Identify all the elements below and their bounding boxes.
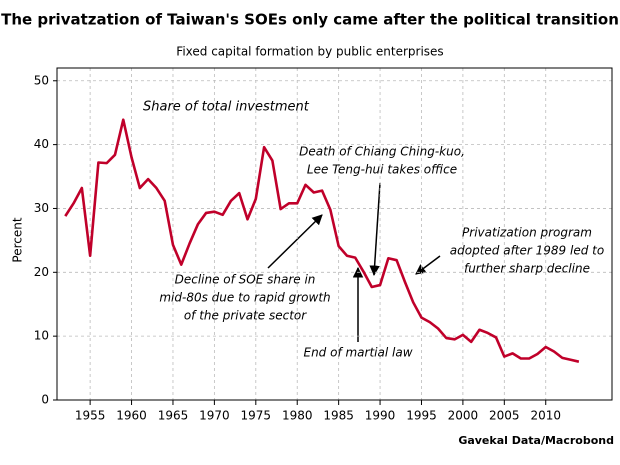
x-tick-label: 1975 [241,409,272,423]
arrow [415,255,441,275]
x-tick-label: 1985 [323,409,354,423]
x-tick-label: 2010 [530,409,561,423]
y-tick-label: 40 [34,137,49,151]
x-tick-label: 1960 [116,409,147,423]
annotation-arrows [267,182,441,342]
chart-subtitle: Fixed capital formation by public enterp… [176,45,443,59]
y-tick-label: 50 [34,73,49,87]
y-axis-label: Percent [11,217,25,262]
x-tick-label: 2005 [489,409,520,423]
data-line [64,118,580,363]
x-tick-label: 1995 [406,409,437,423]
annotation: Decline of SOE share in [175,273,316,287]
annotation: End of martial law [303,346,412,360]
chart-title: The privatzation of Taiwan's SOEs only c… [1,11,619,29]
y-tick-label: 10 [34,329,49,343]
x-tick-label: 1970 [199,409,230,423]
annotation: Death of Chiang Ching-kuo, [299,145,465,159]
y-tick-label: 20 [34,265,49,279]
x-tick-label: 1980 [282,409,313,423]
arrow [369,182,381,277]
annotation: adopted after 1989 led to [450,244,604,258]
y-tick-label: 0 [41,393,49,407]
arrow [267,214,323,269]
x-tick-label: 1955 [75,409,106,423]
plot-frame [56,67,613,401]
annotation: further sharp decline [464,262,590,276]
y-tick-label: 30 [34,201,49,215]
annotation: of the private sector [184,309,307,323]
legend-label: Share of total investment [143,100,310,115]
source: Gavekal Data/Macrobond [458,434,614,447]
annotation: Lee Teng-hui takes office [307,163,457,177]
x-tick-label: 2000 [448,409,479,423]
x-tick-label: 1965 [158,409,189,423]
annotation: Privatization program [462,226,592,240]
annotation: mid-80s due to rapid growth [159,291,330,305]
x-tick-label: 1990 [365,409,396,423]
